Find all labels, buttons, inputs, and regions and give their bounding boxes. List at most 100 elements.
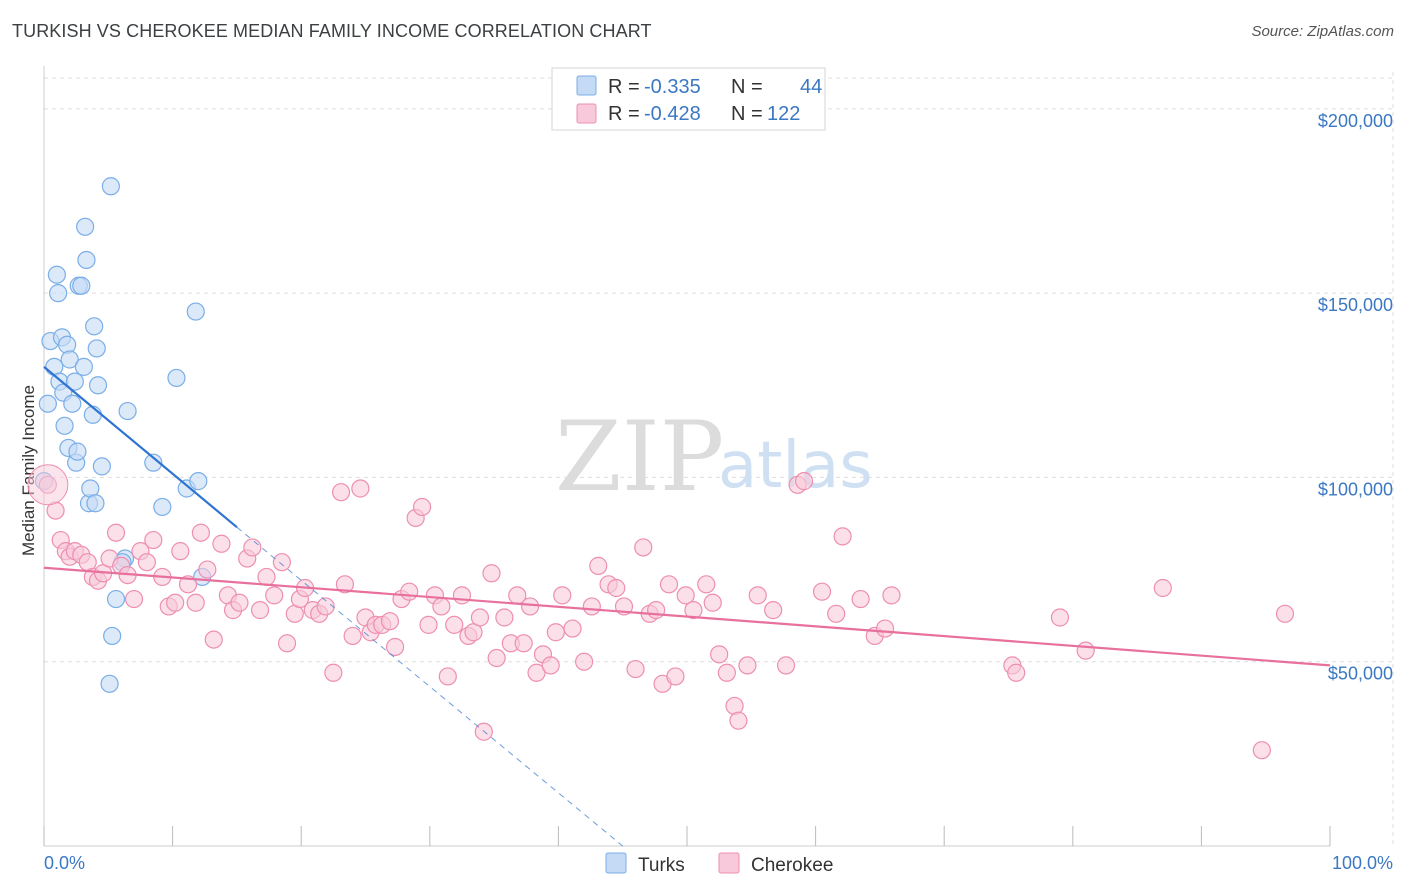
watermark: ZIP atlas — [555, 401, 873, 513]
cherokee-point-17 — [137, 553, 156, 572]
bottom-legend-label-cherokee: Cherokee — [751, 855, 833, 876]
turks-point-38 — [167, 368, 186, 388]
turks-point-42 — [186, 302, 205, 321]
cherokee-point-79 — [541, 656, 560, 675]
cherokee-point-80 — [546, 623, 565, 642]
turks-point-31 — [103, 626, 122, 646]
y-axis-label: Median Family Income — [19, 385, 38, 556]
cherokee-point-22 — [171, 542, 190, 561]
source-credit: Source: ZipAtlas.com — [1251, 23, 1394, 40]
legend-n-value-turks: 44 — [800, 76, 822, 98]
cherokee-point-21 — [166, 593, 185, 612]
legend-n-label-cherokee: N = — [731, 103, 763, 125]
legend-r-value-cherokee: -0.428 — [644, 103, 701, 125]
cherokee-point-103 — [729, 711, 748, 730]
turks-point-18 — [72, 276, 91, 295]
cherokee-point-105 — [748, 586, 767, 605]
cherokee-point-38 — [277, 634, 297, 653]
cherokee-point-59 — [412, 497, 432, 517]
turks-points — [34, 177, 212, 693]
cherokee-point-116 — [882, 586, 901, 605]
cherokee-point-37 — [272, 553, 292, 572]
cherokee-point-15 — [124, 589, 144, 609]
cherokee-point-72 — [495, 608, 514, 627]
cherokee-point-77 — [527, 663, 546, 682]
cherokee-point-95 — [666, 667, 685, 686]
cherokee-point-122 — [1252, 741, 1271, 760]
cherokee-point-115 — [875, 619, 895, 638]
cherokee-point-101 — [717, 663, 736, 682]
turks-point-20 — [76, 217, 95, 236]
cherokee-point-119 — [1050, 608, 1070, 627]
cherokee-point-111 — [827, 604, 846, 623]
cherokee-point-57 — [400, 582, 419, 601]
legend-r-label-turks: R = — [608, 76, 640, 98]
y-tick-label-0: $50,000 — [1328, 664, 1393, 684]
turks-point-5 — [49, 284, 68, 303]
turks-point-25 — [85, 317, 104, 336]
cherokee-point-106 — [764, 601, 783, 620]
turks-point-26 — [87, 339, 106, 358]
legend-box: R = -0.335 N = 44 R = -0.428 N = 122 — [551, 67, 826, 131]
watermark-zip: ZIP — [555, 401, 724, 513]
cherokee-point-27 — [204, 630, 223, 649]
cherokee-point-54 — [380, 612, 400, 631]
bottom-legend-label-turks: Turks — [638, 855, 685, 876]
turks-point-9 — [55, 416, 74, 435]
legend-n-value-cherokee: 122 — [767, 103, 800, 125]
x-tick-labels: 0.0% 100.0% — [44, 853, 1393, 873]
turks-point-12 — [60, 350, 79, 369]
cherokee-point-85 — [589, 556, 608, 575]
cherokee-point-82 — [563, 619, 582, 638]
cherokee-point-68 — [470, 608, 490, 627]
turks-point-4 — [47, 265, 66, 284]
cherokee-point-113 — [851, 589, 870, 609]
cherokee-point-96 — [676, 586, 695, 605]
cherokee-point-99 — [703, 593, 722, 612]
cherokee-point-89 — [626, 659, 645, 679]
chart-title: TURKISH VS CHEROKEE MEDIAN FAMILY INCOME… — [12, 21, 652, 41]
cherokee-point-100 — [710, 645, 729, 664]
cherokee-point-34 — [250, 601, 270, 620]
legend-swatch-cherokee — [576, 103, 597, 124]
bottom-legend: Turks Cherokee — [605, 852, 833, 876]
cherokee-point-104 — [738, 656, 757, 675]
turks-point-21 — [77, 250, 96, 270]
cherokee-point-46 — [331, 483, 351, 502]
turks-point-29 — [92, 457, 111, 476]
cherokee-point-49 — [351, 479, 370, 498]
turks-point-14 — [65, 372, 84, 391]
cherokee-point-87 — [607, 578, 626, 598]
turks-point-33 — [106, 589, 126, 609]
turks-point-19 — [74, 357, 93, 376]
cherokee-point-84 — [582, 597, 601, 616]
cherokee-point-33 — [243, 538, 262, 557]
turks-point-32 — [100, 674, 119, 693]
cherokee-point-75 — [514, 634, 533, 653]
turks-trend-line — [43, 366, 238, 529]
cherokee-point-large — [27, 464, 69, 506]
bottom-legend-swatch-turks — [605, 852, 627, 874]
turks-point-27 — [88, 376, 108, 395]
turks-point-1 — [38, 394, 57, 413]
cherokee-point-47 — [335, 575, 355, 594]
cherokee-point-35 — [257, 567, 276, 587]
turks-point-40 — [189, 472, 208, 491]
cherokee-point-63 — [438, 667, 457, 686]
cherokee-point-97 — [684, 601, 703, 620]
turks-point-13 — [63, 394, 82, 413]
cherokee-point-62 — [432, 597, 451, 616]
cherokee-point-70 — [482, 564, 501, 583]
cherokee-point-44 — [316, 597, 335, 616]
cherokee-point-71 — [487, 648, 506, 668]
y-tick-label-3: $200,000 — [1318, 111, 1393, 131]
cherokee-point-45 — [324, 663, 343, 682]
legend-n-label-turks: N = — [731, 76, 763, 98]
cherokee-point-94 — [659, 575, 679, 594]
cherokee-point-98 — [697, 575, 716, 594]
cherokee-point-110 — [812, 582, 832, 601]
x-tick-label-1: 100.0% — [1332, 853, 1393, 873]
turks-trend-extension — [236, 526, 624, 847]
cherokee-points — [27, 464, 1295, 760]
